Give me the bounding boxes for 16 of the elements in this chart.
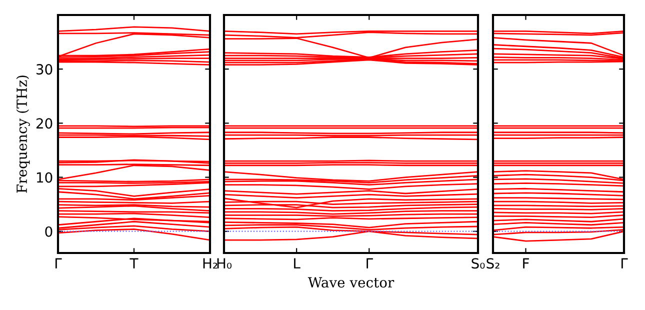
x-tick-label: H₀ (217, 258, 232, 269)
x-axis-title: Wave vector (308, 277, 394, 288)
y-tick-label: 30 (36, 64, 52, 75)
x-tick-label: F (523, 258, 529, 268)
x-tick-label: L (294, 258, 300, 268)
y-tick-label: 10 (36, 172, 52, 183)
x-tick-label: S₂ (486, 258, 500, 269)
y-axis-title: Frequency (THz) (16, 76, 30, 193)
x-tick-label: H₂ (203, 258, 218, 268)
y-tick-label: 20 (36, 118, 52, 129)
y-tick-label: 0 (45, 226, 52, 237)
x-tick-label: Γ (55, 258, 62, 268)
x-tick-label: S₀ (472, 258, 485, 269)
x-tick-label: Γ (366, 258, 373, 268)
x-tick-label: Γ (621, 258, 628, 268)
x-tick-label: T (130, 258, 138, 268)
